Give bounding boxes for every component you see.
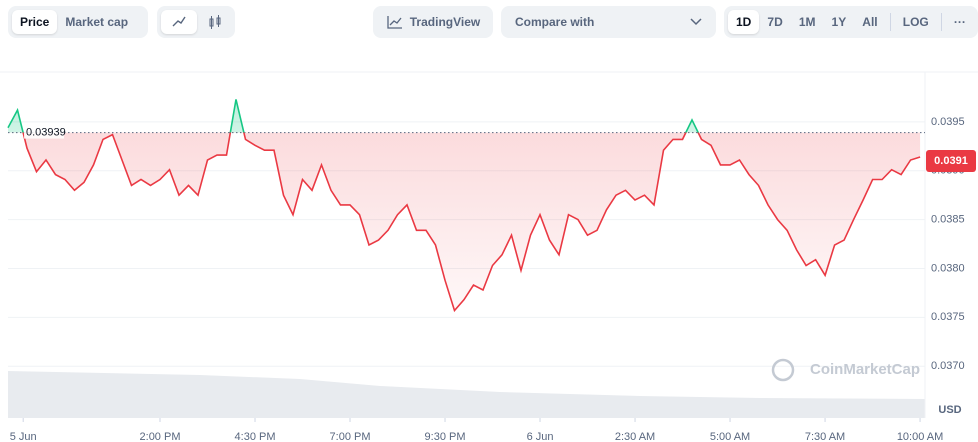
range-1m[interactable]: 1M — [798, 15, 816, 29]
x-tick-label: 10:00 AM — [897, 431, 943, 442]
candle-chart-button[interactable] — [197, 10, 233, 34]
range-all[interactable]: All — [862, 15, 878, 29]
currency-label: USD — [938, 404, 961, 416]
x-tick-label: 6 Jun — [527, 431, 554, 442]
x-tick-label: 4:30 PM — [235, 431, 276, 442]
tab-price[interactable]: Price — [12, 10, 58, 34]
y-tick-label: 0.0375 — [931, 311, 965, 323]
tradingview-button[interactable]: TradingView — [373, 6, 493, 38]
price-toggle: Price Market cap — [8, 6, 148, 38]
divider — [940, 13, 942, 31]
volume-area — [8, 371, 925, 418]
y-tick-label: 0.0385 — [931, 213, 965, 225]
log-button[interactable]: LOG — [902, 15, 929, 29]
line-icon — [172, 16, 186, 27]
line-chart-button[interactable] — [161, 10, 197, 34]
x-tick-label: 7:00 PM — [330, 431, 371, 442]
candle-icon — [209, 15, 221, 29]
compare-dropdown[interactable]: Compare with — [501, 6, 716, 38]
watermark: CoinMarketCap — [810, 361, 920, 378]
range-1d[interactable]: 1D — [728, 10, 760, 34]
baseline-label-bg — [24, 125, 64, 139]
x-tick-label: 2:00 PM — [140, 431, 181, 442]
y-tick-label: 0.0395 — [931, 116, 965, 128]
range-1y[interactable]: 1Y — [831, 15, 847, 29]
watermark-logo — [771, 358, 795, 382]
x-tick-label: 7:30 AM — [805, 431, 845, 442]
baseline-label: 0.03939 — [26, 127, 66, 139]
range-toggle: 1D 7D 1M 1Y All LOG ··· — [724, 6, 978, 38]
compare-text: Compare with — [515, 15, 595, 29]
tradingview-text: TradingView — [409, 15, 481, 29]
price-area — [8, 99, 921, 311]
x-tick-label: 9:30 PM — [425, 431, 466, 442]
x-tick-label: 5:00 AM — [710, 431, 750, 442]
chevron — [690, 18, 702, 26]
chart-type-toggle — [157, 6, 235, 38]
current-price-label: 0.0391 — [934, 155, 968, 167]
x-tick-label: 5 Jun — [10, 431, 37, 442]
y-tick-label: 0.0370 — [931, 360, 965, 372]
y-tick-label: 0.0380 — [931, 262, 965, 274]
tv-icon — [387, 16, 402, 29]
x-tick-label: 2:30 AM — [615, 431, 655, 442]
tab-market-cap[interactable]: Market cap — [65, 15, 129, 29]
price-line — [7, 99, 921, 313]
range-7d[interactable]: 7D — [767, 15, 783, 29]
current-price-badge — [926, 149, 976, 172]
more-button[interactable]: ··· — [953, 15, 966, 29]
divider — [889, 13, 891, 31]
